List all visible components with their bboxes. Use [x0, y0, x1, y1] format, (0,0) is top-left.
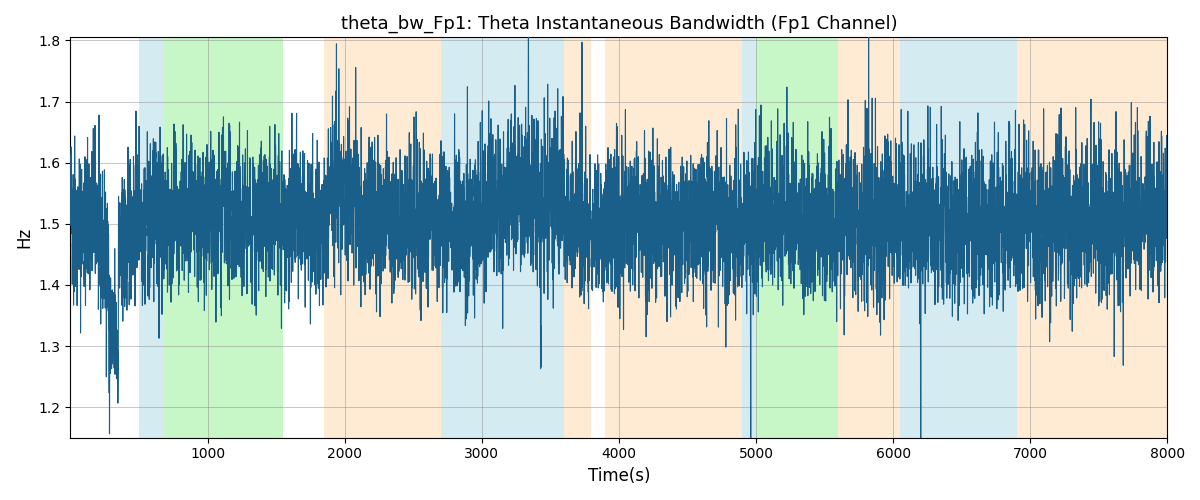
Bar	[564, 38, 592, 438]
Bar	[163, 38, 283, 438]
Bar	[324, 38, 440, 438]
Title: theta_bw_Fp1: Theta Instantaneous Bandwidth (Fp1 Channel): theta_bw_Fp1: Theta Instantaneous Bandwi…	[341, 15, 898, 34]
Bar	[900, 38, 1016, 438]
Bar	[839, 38, 900, 438]
Bar	[1016, 38, 1168, 438]
Bar	[743, 38, 756, 438]
Bar	[139, 38, 163, 438]
Bar	[605, 38, 743, 438]
Bar	[440, 38, 564, 438]
Bar	[756, 38, 839, 438]
X-axis label: Time(s): Time(s)	[588, 467, 650, 485]
Y-axis label: Hz: Hz	[14, 227, 32, 248]
